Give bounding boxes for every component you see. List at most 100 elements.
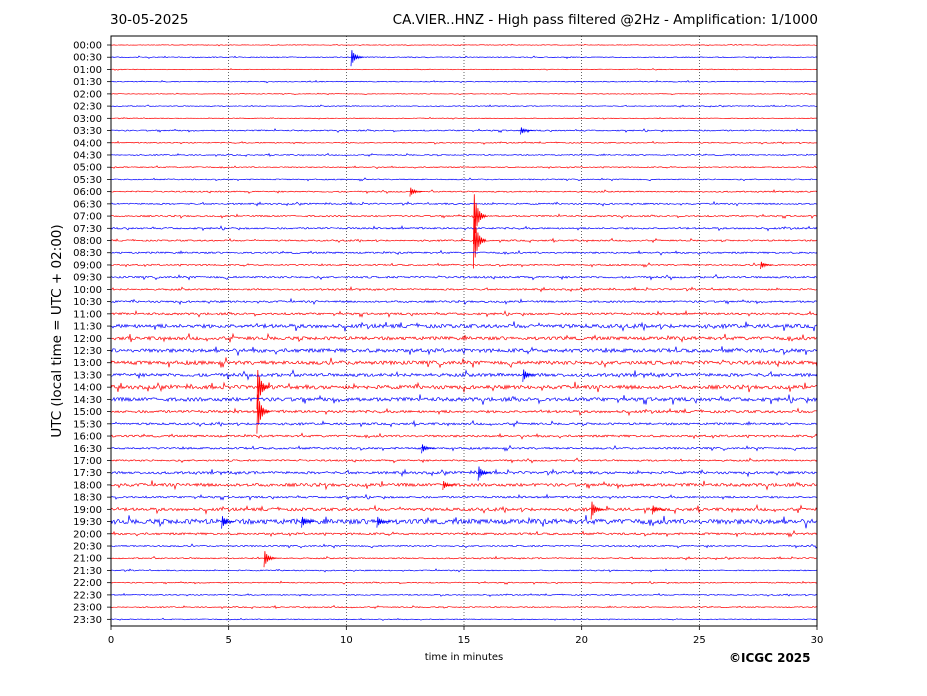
- trace-1630: [110, 444, 818, 452]
- trace-1400: [110, 381, 818, 393]
- y-tick-label: 05:30: [73, 175, 102, 186]
- x-axis-label: time in minutes: [425, 652, 504, 663]
- x-tick-label: 5: [225, 635, 231, 646]
- x-axis: 0 5 10 15 20 25 30: [108, 626, 824, 646]
- x-tick-label: 20: [575, 635, 588, 646]
- event-spike-1500-0: [256, 394, 270, 434]
- y-tick-label: 01:30: [73, 77, 102, 88]
- y-tick-label: 09:30: [73, 273, 102, 284]
- y-tick-label: 02:30: [73, 102, 102, 113]
- y-tick-label: 08:30: [73, 248, 102, 259]
- event-spike-1630-0: [421, 444, 435, 454]
- trace-0330: [110, 128, 818, 133]
- trace-0500: [110, 165, 818, 170]
- trace-0230: [110, 104, 818, 108]
- y-tick-label: 11:00: [73, 309, 102, 320]
- trace-0430: [110, 152, 818, 157]
- trace-1930: [110, 515, 818, 529]
- trace-1900: [110, 503, 818, 515]
- y-tick-label: 10:30: [73, 297, 102, 308]
- y-tick-label: 17:30: [73, 468, 102, 479]
- trace-1730: [110, 468, 818, 478]
- event-spike-0900-0: [760, 261, 774, 270]
- y-tick-label: 22:30: [73, 590, 102, 601]
- trace-1130: [110, 321, 818, 332]
- y-tick-label: 09:00: [73, 260, 102, 271]
- trace-2330: [110, 617, 818, 621]
- y-tick-label: 15:00: [73, 407, 102, 418]
- y-tick-label: 10:00: [73, 285, 102, 296]
- y-tick-label: 18:30: [73, 493, 102, 504]
- y-tick-label: 17:00: [73, 456, 102, 467]
- y-tick-label: 13:30: [73, 370, 102, 381]
- y-tick-label: 06:00: [73, 187, 102, 198]
- y-tick-label: 21:30: [73, 566, 102, 577]
- y-tick-label: 03:30: [73, 126, 102, 137]
- trace-1830: [110, 493, 818, 501]
- y-tick-label: 12:00: [73, 334, 102, 345]
- x-tick-label: 25: [693, 635, 706, 646]
- y-tick-label: 20:00: [73, 529, 102, 540]
- event-spike-0800-0: [473, 218, 487, 269]
- y-tick-label: 05:00: [73, 163, 102, 174]
- event-spike-0600-0: [409, 187, 423, 197]
- y-tick-label: 14:30: [73, 395, 102, 406]
- x-tick-label: 15: [458, 635, 471, 646]
- event-spike-1930-0: [221, 516, 235, 529]
- event-spike-1930-2: [376, 516, 390, 528]
- y-tick-label: 12:30: [73, 346, 102, 357]
- event-spike-2100-0: [263, 551, 277, 568]
- y-axis-label: UTC (local time = UTC + 02:00): [49, 224, 65, 437]
- y-tick-label: 21:00: [73, 554, 102, 565]
- y-tick-label: 13:00: [73, 358, 102, 369]
- y-tick-label: 03:00: [73, 114, 102, 125]
- station-title: CA.VIER..HNZ - High pass filtered @2Hz -…: [392, 12, 818, 28]
- y-tick-label: 11:30: [73, 322, 102, 333]
- event-spike-0330-0: [520, 127, 534, 135]
- y-tick-label: 06:30: [73, 199, 102, 210]
- trace-0630: [110, 200, 818, 207]
- trace-1330: [110, 369, 818, 381]
- trace-0930: [110, 273, 818, 281]
- trace-1600: [110, 432, 818, 440]
- y-tick-label: 08:00: [73, 236, 102, 247]
- x-tick-label: 10: [340, 635, 353, 646]
- y-tick-label: 22:00: [73, 578, 102, 589]
- event-spike-0030-0: [350, 50, 364, 67]
- trace-0600: [110, 189, 818, 194]
- y-tick-label: 04:30: [73, 150, 102, 161]
- y-tick-label: 04:00: [73, 138, 102, 149]
- x-tick-label: 30: [811, 635, 824, 646]
- y-tick-label: 19:30: [73, 517, 102, 528]
- event-spike-1400-0: [256, 369, 270, 410]
- date-label: 30-05-2025: [110, 12, 189, 28]
- trace-1500: [110, 407, 818, 417]
- trace-0530: [110, 177, 818, 182]
- y-tick-label: 23:30: [73, 615, 102, 626]
- y-tick-label: 00:30: [73, 53, 102, 64]
- event-spike-1730-0: [477, 466, 491, 481]
- y-tick-label: 19:00: [73, 505, 102, 516]
- y-tick-label: 23:00: [73, 603, 102, 614]
- y-tick-label: 01:00: [73, 65, 102, 76]
- y-tick-label: 02:00: [73, 89, 102, 100]
- trace-1200: [110, 332, 818, 343]
- trace-0300: [110, 116, 818, 120]
- trace-1700: [110, 457, 818, 464]
- event-spike-0700-0: [473, 194, 487, 245]
- trace-1800: [110, 480, 818, 491]
- y-tick-label: 07:30: [73, 224, 102, 235]
- minute-gridlines: [228, 36, 700, 626]
- event-spike-1930-1: [301, 516, 315, 528]
- y-tick-label: 00:00: [73, 41, 102, 52]
- trace-1000: [110, 286, 818, 293]
- trace-0400: [110, 140, 818, 145]
- event-spike-1900-0: [590, 501, 604, 520]
- copyright-label: ©ICGC 2025: [729, 651, 811, 665]
- y-tick-label: 18:00: [73, 480, 102, 491]
- x-tick-label: 0: [108, 635, 114, 646]
- y-tick-label: 15:30: [73, 419, 102, 430]
- y-tick-label: 14:00: [73, 383, 102, 394]
